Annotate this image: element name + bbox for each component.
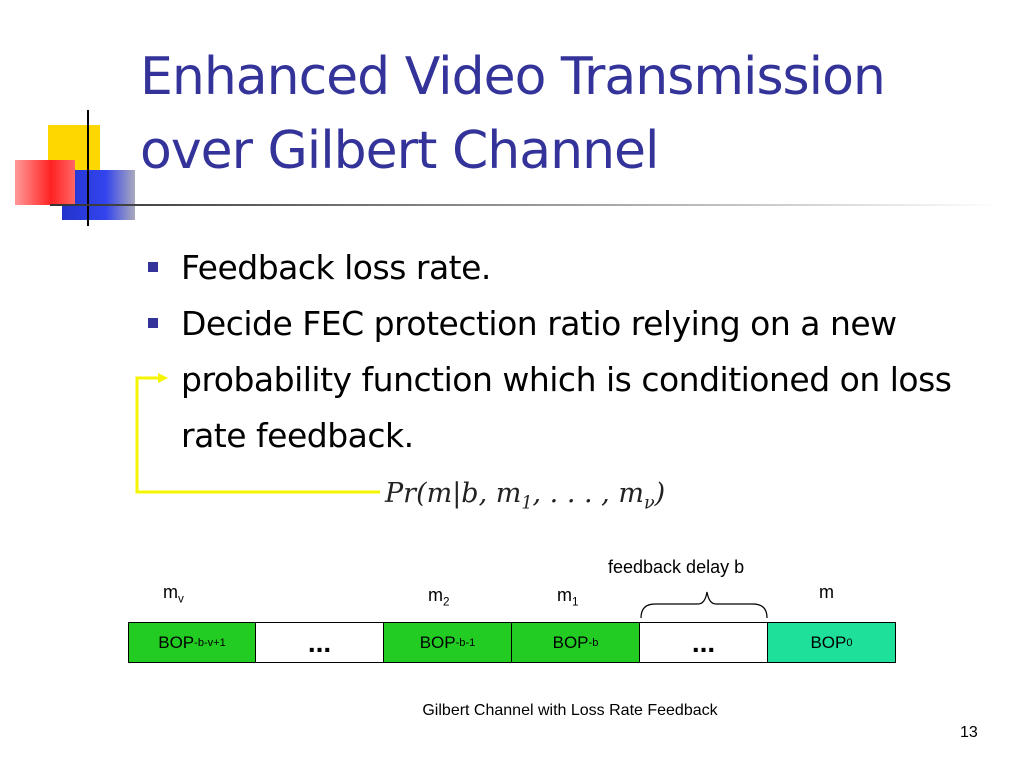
bullet-marker [148, 318, 158, 328]
marker-label: m [819, 582, 834, 603]
title-line: over Gilbert Channel [140, 121, 659, 181]
title: Enhanced Video Transmission over Gilbert … [140, 40, 886, 188]
delay-label: feedback delay b [608, 557, 745, 577]
bullet: Feedback loss rate. [148, 240, 998, 296]
bop-box: ... [256, 622, 384, 663]
bop-box: BOP -b-1 [384, 622, 512, 663]
page-number: 13 [960, 724, 978, 741]
marker-base: m [557, 585, 572, 605]
marker-sub: v [178, 592, 184, 606]
formula-part: , . . . , m [532, 478, 644, 509]
marker-label: mv [163, 582, 184, 606]
marker-base: m [819, 582, 834, 602]
formula: Pr(m|b, m1, . . . , mν) [385, 478, 665, 513]
box-sub: -b-v+1 [194, 636, 226, 649]
formula-part: Pr(m|b, m [385, 478, 522, 509]
bullet-text: Decide FEC protection ratio relying on a… [181, 304, 952, 455]
box-base: ... [307, 626, 332, 658]
box-base: BOP [419, 632, 456, 652]
marker-label: m1 [557, 585, 579, 609]
marker-label: m2 [428, 585, 450, 609]
formula-part: ν [643, 493, 655, 514]
bullet: Decide FEC protection ratio relying on a… [148, 296, 998, 464]
bullet-marker [148, 262, 158, 272]
box-base: ... [691, 626, 716, 658]
marker-sub: 2 [443, 595, 450, 609]
formula-part: ) [654, 478, 666, 509]
bullet-text: Feedback loss rate. [181, 248, 491, 287]
box-base: BOP [158, 632, 195, 652]
title-line: Enhanced Video Transmission [140, 47, 886, 107]
box-base: BOP [552, 632, 589, 652]
box-sub: -b [588, 636, 599, 649]
marker-base: m [428, 585, 443, 605]
bop-box: BOP 0 [768, 622, 896, 663]
box-base: BOP [810, 632, 847, 652]
marker-base: m [163, 582, 178, 602]
marker-sub: 1 [572, 595, 579, 609]
formula-part: 1 [521, 493, 533, 514]
box-sub: -b-1 [455, 636, 476, 649]
footer: Gilbert Channel with Loss Rate Feedback [422, 702, 718, 719]
bop-box: ... [640, 622, 768, 663]
box-sub: 0 [846, 636, 853, 649]
bop-box: BOP -b-v+1 [128, 622, 256, 663]
bullet-list: Feedback loss rate. Decide FEC protection… [148, 240, 998, 464]
bop-box: BOP -b [512, 622, 640, 663]
